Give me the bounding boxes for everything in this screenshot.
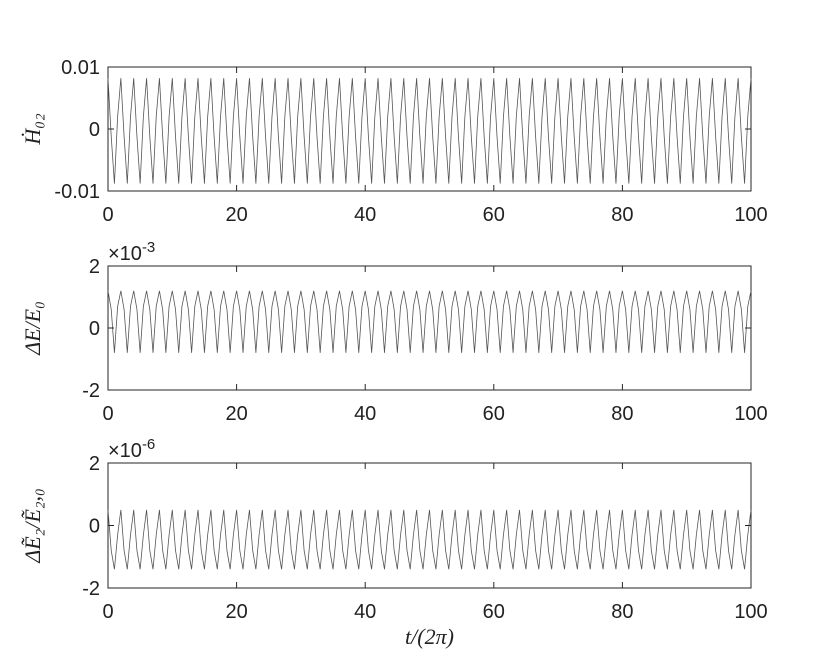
y-tick-label: 0.01	[61, 57, 100, 79]
y-tick-label: 2	[89, 256, 100, 278]
y-tick-label: -2	[82, 578, 100, 600]
multiplier-exponent: -3	[142, 239, 155, 256]
multiplier-base: ×10	[108, 440, 142, 462]
x-tick-label: 0	[102, 204, 113, 226]
y-tick-label: -2	[82, 380, 100, 402]
x-tick-label: 20	[225, 601, 247, 623]
axis-multiplier: ×10-3	[108, 239, 155, 265]
x-tick-label: 60	[483, 403, 505, 425]
multiplier-exponent: -6	[142, 436, 155, 453]
signal-line	[107, 509, 752, 570]
x-tick-label: 60	[483, 601, 505, 623]
y-tick-label: 0	[89, 516, 100, 538]
x-tick-label: 20	[225, 204, 247, 226]
signal-line	[107, 78, 752, 184]
x-tick-label: 0	[102, 403, 113, 425]
x-tick-label: 80	[611, 403, 633, 425]
y-axis-label: ΔE/E₀	[20, 301, 45, 356]
x-axis-label: t/(2π)	[405, 624, 454, 649]
plot-area	[107, 66, 752, 192]
x-tick-label: 60	[483, 204, 505, 226]
multiplier-base: ×10	[108, 243, 142, 265]
y-tick-label: 0	[89, 318, 100, 340]
x-tick-label: 40	[354, 601, 376, 623]
y-tick-label: -0.01	[54, 181, 100, 203]
x-tick-label: 100	[734, 204, 767, 226]
x-tick-label: 40	[354, 204, 376, 226]
x-tick-label: 100	[734, 403, 767, 425]
y-tick-label: 2	[89, 453, 100, 475]
x-tick-label: 0	[102, 601, 113, 623]
plot-area	[107, 462, 752, 589]
axis-multiplier: ×10-6	[108, 436, 155, 462]
x-tick-label: 40	[354, 403, 376, 425]
x-tick-label: 20	[225, 403, 247, 425]
plot-area	[107, 265, 752, 391]
x-tick-label: 80	[611, 204, 633, 226]
x-tick-label: 80	[611, 601, 633, 623]
y-axis-label: ΔẼ₂/Ẽ₂,₀	[20, 488, 45, 563]
x-tick-label: 100	[734, 601, 767, 623]
y-tick-label: 0	[89, 119, 100, 141]
y-axis-label: Ḣ₀₂	[20, 113, 45, 146]
signal-line	[107, 290, 752, 353]
